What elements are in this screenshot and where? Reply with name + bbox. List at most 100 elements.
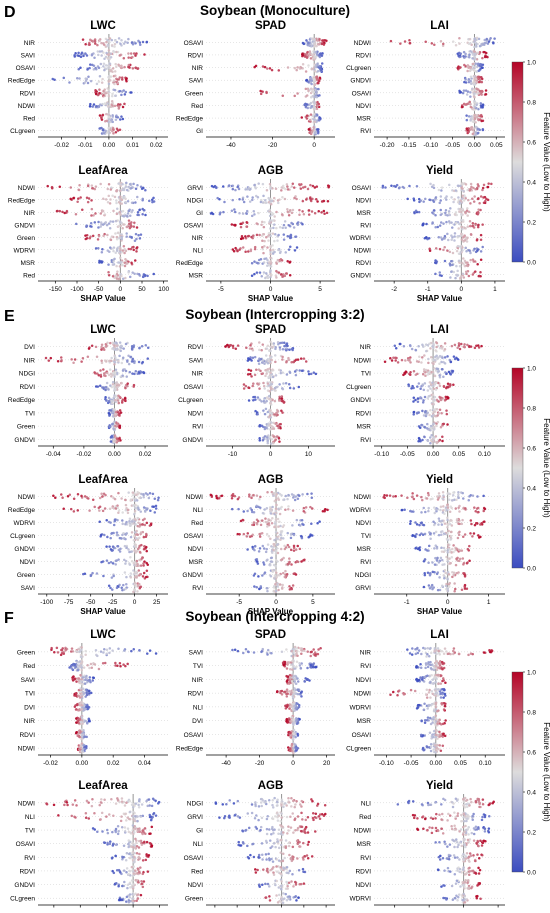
- shap-dot: [433, 408, 436, 411]
- shap-dot: [439, 199, 442, 202]
- panel-lwc: LWCDVINIRNDGIRDVIRedEdgeTVIGreenGNDVI-0.…: [8, 324, 168, 458]
- shap-dot: [281, 586, 284, 589]
- shap-dot: [121, 66, 124, 69]
- shap-dot: [458, 510, 461, 513]
- colorbar-tick-label: 0.2: [527, 526, 536, 533]
- shap-dot: [279, 348, 282, 351]
- shap-dot: [424, 511, 427, 513]
- shap-dot: [419, 388, 422, 391]
- shap-dot: [279, 583, 282, 586]
- colorbar-tick-label: 0.8: [527, 100, 536, 107]
- shap-dot: [447, 506, 450, 509]
- shap-dot: [447, 239, 450, 242]
- shap-dot: [274, 525, 277, 528]
- shap-dot: [118, 225, 121, 228]
- shap-dot: [61, 497, 64, 500]
- shap-dot: [87, 201, 90, 204]
- shap-dot: [70, 186, 73, 189]
- shap-dot: [267, 239, 270, 242]
- shap-dot: [270, 545, 273, 548]
- shap-dot: [106, 102, 109, 105]
- beeswarm-row: [240, 232, 297, 242]
- shap-dot: [116, 345, 119, 348]
- shap-dot: [284, 188, 287, 191]
- shap-dot: [129, 276, 132, 279]
- shap-dot: [111, 507, 114, 510]
- shap-dot: [212, 186, 215, 189]
- shap-dot: [102, 368, 105, 371]
- shap-dot: [106, 39, 109, 42]
- shap-dot: [89, 105, 92, 108]
- shap-dot: [102, 197, 105, 200]
- shap-dot: [125, 186, 128, 189]
- shap-dot: [288, 561, 291, 564]
- shap-dot: [130, 650, 133, 653]
- shap-dot: [127, 200, 130, 203]
- shap-dot: [124, 399, 127, 402]
- shap-dot: [84, 654, 87, 657]
- shap-dot: [114, 232, 117, 235]
- shap-dot: [77, 189, 80, 192]
- shap-dot: [479, 523, 482, 526]
- shap-dot: [103, 349, 106, 352]
- shap-dot: [302, 200, 305, 203]
- shap-dot: [254, 398, 257, 401]
- colorbar-title: Feature Value (Low to High): [542, 418, 550, 518]
- shap-dot: [266, 533, 269, 536]
- colorbar-tick-label: 0.4: [527, 180, 536, 187]
- shap-dot: [409, 361, 412, 364]
- shap-dot: [303, 510, 306, 513]
- shap-dot: [438, 374, 441, 377]
- shap-dot: [135, 576, 138, 579]
- shap-dot: [397, 361, 400, 364]
- shap-dot: [273, 215, 276, 218]
- shap-dot: [257, 562, 260, 565]
- shap-dot: [145, 41, 148, 44]
- shap-dot: [275, 227, 278, 230]
- shap-dot: [113, 79, 116, 82]
- shap-dot: [446, 233, 449, 236]
- shap-dot: [57, 651, 60, 654]
- shap-dot: [269, 402, 272, 405]
- shap-dot: [131, 56, 134, 59]
- shap-dot: [91, 105, 94, 108]
- feature-label: GI: [196, 128, 203, 135]
- shap-dot: [110, 357, 113, 360]
- shap-dot: [416, 494, 419, 497]
- shap-dot: [261, 532, 264, 535]
- x-tick-label: 0.00: [103, 142, 116, 149]
- shap-dot: [433, 209, 436, 212]
- feature-label: RedEdge: [176, 260, 203, 267]
- shap-dot: [284, 220, 287, 223]
- shap-dot: [288, 585, 291, 588]
- shap-dot: [108, 400, 111, 403]
- shap-dot: [274, 423, 277, 426]
- shap-dot: [121, 374, 124, 377]
- shap-dot: [265, 354, 268, 357]
- shap-dot: [279, 252, 282, 255]
- section-letter: F: [4, 610, 14, 627]
- shap-dot: [240, 520, 243, 523]
- shap-dot: [433, 374, 436, 377]
- shap-dot: [289, 371, 292, 374]
- shap-dot: [447, 382, 450, 385]
- shap-dot: [485, 52, 488, 55]
- shap-dot: [128, 209, 131, 212]
- shap-dot: [451, 226, 454, 229]
- shap-dot: [290, 549, 293, 552]
- shap-dot: [111, 195, 114, 198]
- shap-dot: [132, 591, 135, 594]
- shap-dot: [473, 46, 476, 49]
- shap-dot: [278, 498, 281, 501]
- colorbar-gradient: [512, 62, 523, 262]
- x-tick-label: -0.15: [402, 142, 417, 149]
- shap-dot: [282, 348, 285, 351]
- shap-dot: [314, 70, 317, 73]
- shap-dot: [277, 234, 280, 237]
- shap-dot: [133, 549, 136, 552]
- shap-dot: [463, 89, 466, 92]
- shap-dot: [123, 649, 126, 652]
- shap-dot: [472, 249, 475, 252]
- shap-dot: [269, 235, 272, 238]
